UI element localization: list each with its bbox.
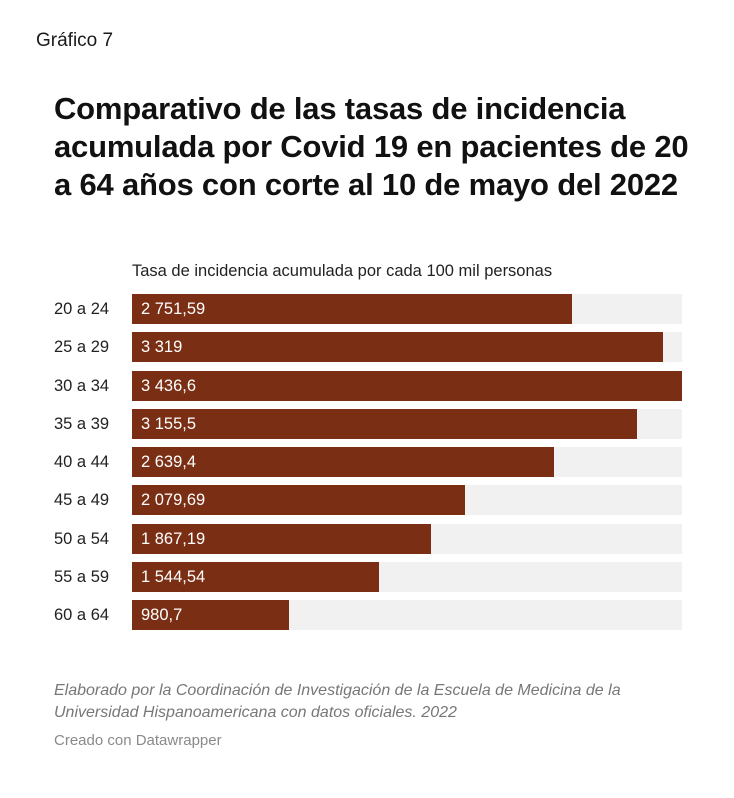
category-label: 25 a 29 (54, 338, 110, 356)
category-label: 50 a 54 (54, 530, 110, 548)
bar-value-label: 3 319 (141, 338, 183, 356)
chart-source-note: Elaborado por la Coordinación de Investi… (54, 682, 621, 721)
bar (132, 485, 465, 515)
bar (132, 600, 289, 630)
bar (132, 294, 572, 324)
bar-value-label: 2 079,69 (141, 491, 206, 509)
chart-credit[interactable]: Creado con Datawrapper (54, 732, 222, 749)
chart-subtitle: Tasa de incidencia acumulada por cada 10… (132, 262, 553, 280)
category-label: 40 a 44 (54, 453, 110, 471)
bar (132, 371, 682, 401)
bar-value-label: 3 155,5 (141, 415, 197, 433)
bar (132, 524, 431, 554)
category-label: 35 a 39 (54, 415, 110, 433)
bar-value-label: 1 867,19 (141, 530, 206, 548)
category-label: 55 a 59 (54, 568, 110, 586)
category-label: 60 a 64 (54, 606, 110, 624)
bar-value-label: 2 751,59 (141, 300, 206, 318)
bar (132, 447, 554, 477)
category-label: 30 a 34 (54, 377, 110, 395)
category-label: 20 a 24 (54, 300, 110, 318)
chart-kicker: Gráfico 7 (36, 30, 114, 51)
bar (132, 409, 637, 439)
bar-value-label: 3 436,6 (141, 377, 197, 395)
bar (132, 332, 663, 362)
chart-title: Comparativo de las tasas de incidencia a… (54, 91, 689, 202)
bar-value-label: 2 639,4 (141, 453, 197, 471)
bar (132, 562, 379, 592)
bar-value-label: 1 544,54 (141, 568, 206, 586)
bar-value-label: 980,7 (141, 606, 183, 624)
category-label: 45 a 49 (54, 491, 110, 509)
